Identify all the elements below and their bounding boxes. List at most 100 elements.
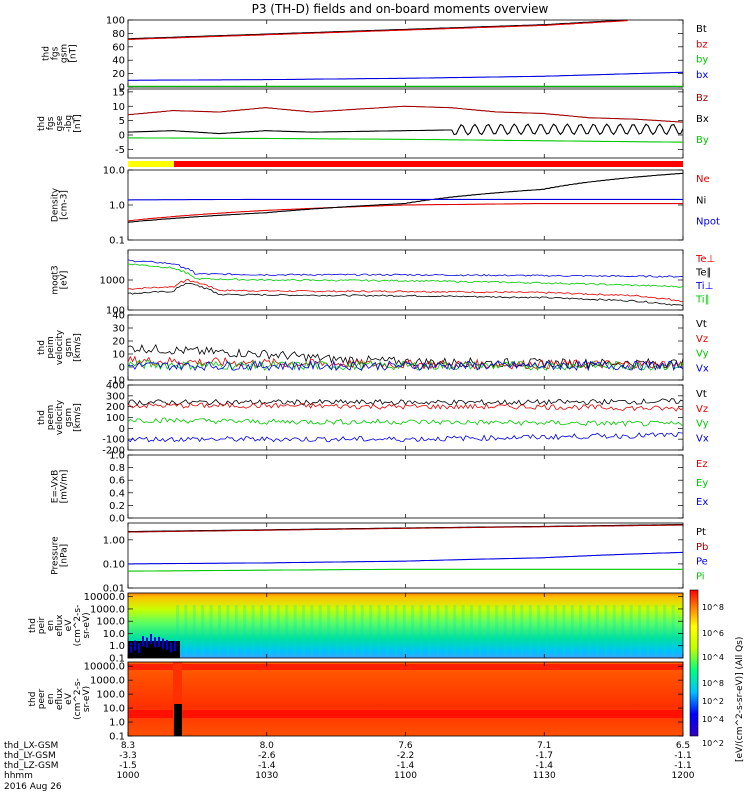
ytick-label: 100.0 xyxy=(96,617,125,628)
legend-ne: Ne xyxy=(696,174,710,185)
series-vy xyxy=(127,359,684,372)
spectrogram-column xyxy=(173,662,182,736)
spectrogram-stripe xyxy=(192,605,196,656)
spectrogram-stripe xyxy=(276,605,280,656)
spectrogram-stripe xyxy=(596,605,599,656)
spectrogram-stripe xyxy=(461,605,465,656)
spectrogram-stripe xyxy=(344,605,347,656)
spectrogram-stripe xyxy=(386,605,389,656)
legend-vt: Vt xyxy=(696,319,707,330)
colorbar-tick-4b: 10^4 xyxy=(702,715,724,724)
series-te xyxy=(127,278,684,303)
spectrogram-stripe xyxy=(243,605,247,656)
spectrogram-stripe xyxy=(587,605,591,656)
ytick-label: 1.0 xyxy=(109,451,125,462)
ytick-label: 20 xyxy=(112,69,125,80)
spectrogram-stripe xyxy=(629,605,633,656)
ylabel-line: [cm-3] xyxy=(60,190,70,220)
ytick-label: 200 xyxy=(106,402,125,413)
series-vy xyxy=(127,417,684,427)
colorbar-tick-2b: 10^2 xyxy=(702,739,724,748)
ytick-label: 40 xyxy=(112,311,125,322)
series-pb xyxy=(127,524,683,533)
ylabel-line: [km/s] xyxy=(73,403,83,432)
spectrogram-stripe xyxy=(234,605,238,656)
legend-vx: Vx xyxy=(696,433,709,444)
spectrogram-stripe xyxy=(554,605,557,656)
ylabel-line: (cm^2-s- xyxy=(73,678,83,720)
axis-value: 7.6 xyxy=(398,741,413,751)
spectrogram-stripe xyxy=(478,605,482,656)
ytick-label: 0.4 xyxy=(109,488,125,499)
legend-bx: Bx xyxy=(696,114,709,125)
colorbar-tick-6: 10^6 xyxy=(702,629,724,638)
spectrogram-stripe xyxy=(503,605,507,656)
spectrogram-noise xyxy=(134,640,136,651)
spectrogram-stripe xyxy=(486,605,490,656)
ylabel-line: thd xyxy=(28,618,38,633)
spectrogram-stripe xyxy=(226,605,230,656)
ytick-label: 10 xyxy=(112,102,125,113)
ytick-label: 1000.0 xyxy=(90,604,125,615)
panel-7: 0.0 0.2 0.40.6 0.81.0 E=-VxB [mV/m] Ez Ey Ex xyxy=(51,451,709,525)
ylabel-line: [eV] xyxy=(60,271,70,290)
ytick-label: 1.0 xyxy=(109,641,125,652)
axis-value: -1.1 xyxy=(674,761,692,771)
spectrogram-stripe xyxy=(184,605,188,656)
axis-value: 1100 xyxy=(394,771,417,781)
spectrogram-noise xyxy=(162,638,164,649)
time-axis: thd_LX-GSM thd_LY-GSM thd_LZ-GSM hhmm 20… xyxy=(4,741,695,792)
ytick-label: 100 xyxy=(106,413,125,424)
ytick-label: 40 xyxy=(112,56,125,67)
ytick-label: 10000.0 xyxy=(84,662,125,673)
legend-npot: Npot xyxy=(696,217,720,228)
spectrogram-stripe xyxy=(436,605,440,656)
spectrogram-stripe xyxy=(570,605,574,656)
spectrogram-stripe xyxy=(251,605,255,656)
ytick-label: 10000.0 xyxy=(84,592,125,603)
ytick-label: -200 xyxy=(102,446,125,457)
spectrogram-stripe xyxy=(310,605,314,656)
panel-frame xyxy=(127,88,684,159)
spectrogram-stripe xyxy=(377,605,381,656)
ylabel-line: thd xyxy=(37,340,47,355)
flag-segment-yellow xyxy=(128,161,174,167)
legend-vx: Vx xyxy=(696,363,709,374)
ytick-label: 5 xyxy=(119,116,125,127)
ytick-label: 80 xyxy=(112,29,125,40)
panel-10: 0.1 1.0 10.0 100.0 1000.0 10000.0 thd peer en efl… xyxy=(28,661,684,743)
ylabel-line: en xyxy=(46,620,56,631)
axis-value: 1130 xyxy=(533,771,556,781)
axis-value: 1030 xyxy=(255,771,278,781)
ytick-label: 100 xyxy=(106,16,125,27)
ylabel-line: [nPa] xyxy=(60,544,70,567)
panel-8: 0.01 0.10 1.00 Pressure [nPa] Pt Pb Pe Pi xyxy=(51,522,708,595)
ylabel-line: peer xyxy=(37,688,47,709)
colorbar-label: [eV/(cm^2-s-sr-eV)] (All Qs) xyxy=(735,637,745,762)
spectrogram-datagap xyxy=(174,704,182,736)
ylabel-line: peir xyxy=(37,616,47,634)
legend-vy: Vy xyxy=(696,349,709,360)
ylabel-line: (cm^2-s- xyxy=(73,605,83,647)
series-bz xyxy=(128,20,628,40)
axis-value: 1000 xyxy=(117,771,140,781)
legend-vy: Vy xyxy=(696,419,709,430)
colorbar-tick-2: 10^2 xyxy=(702,697,724,706)
ylabel-line: E=-VxB xyxy=(51,470,61,504)
colorbar-ramp xyxy=(689,589,699,737)
flag-segment-red xyxy=(174,161,683,167)
axis-value: -1.4 xyxy=(397,761,415,771)
spectrogram-noise xyxy=(142,636,144,647)
ylabel-line: fgs xyxy=(51,46,61,60)
panel-frame xyxy=(127,454,684,519)
spectrogram-noise xyxy=(170,642,172,653)
ytick-label: 30 xyxy=(112,324,125,335)
legend-te: Te∥ xyxy=(695,268,712,279)
axis-row-label-ly: thd_LY-GSM xyxy=(4,751,56,761)
spectrogram-stripe xyxy=(663,605,667,656)
ytick-label: 0.01 xyxy=(103,584,125,595)
spectrogram-stripe xyxy=(520,605,524,656)
spectrogram-stripe xyxy=(318,605,322,656)
spectrogram-noise xyxy=(150,633,152,644)
